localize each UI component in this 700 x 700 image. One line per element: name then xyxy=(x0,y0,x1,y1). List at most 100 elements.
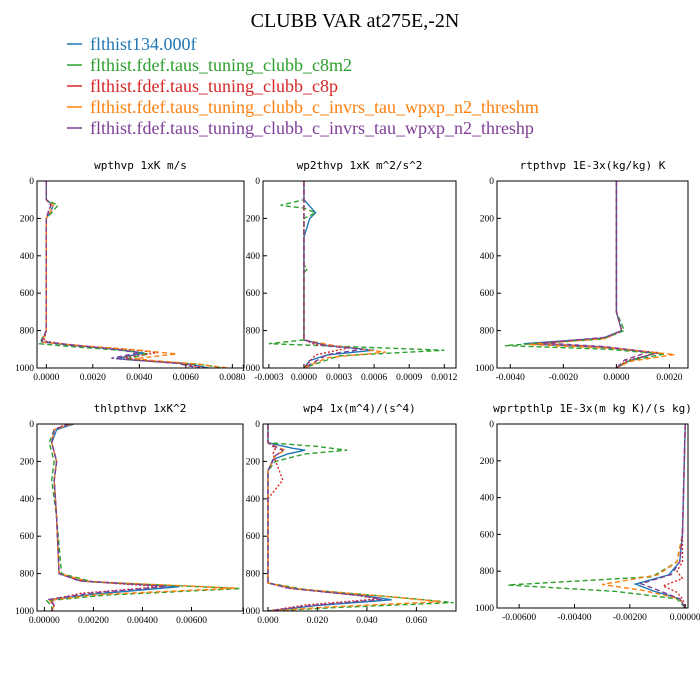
x-tick-label: 0.0000 xyxy=(603,373,629,383)
series-line xyxy=(303,181,351,368)
y-tick-label: 400 xyxy=(480,252,495,262)
x-tick-label: 0.060 xyxy=(406,616,428,626)
series-line xyxy=(267,424,454,611)
series-line xyxy=(542,181,649,368)
y-tick-label: 800 xyxy=(480,567,495,577)
y-tick-label: 400 xyxy=(20,495,35,505)
x-tick-label: 0.020 xyxy=(307,616,329,626)
series-line xyxy=(661,424,686,608)
series-line xyxy=(40,181,228,368)
y-tick-label: 600 xyxy=(246,289,261,299)
y-tick-label: 600 xyxy=(480,530,495,540)
x-tick-label: 0.00200 xyxy=(78,616,109,626)
series-line xyxy=(303,181,386,368)
x-tick-label: 0.0012 xyxy=(431,373,457,383)
y-tick-label: 600 xyxy=(246,532,261,542)
plot-frame xyxy=(36,180,245,369)
legend-label: flthist.fdef.taus_tuning_clubb_c8m2 xyxy=(90,55,352,75)
y-tick-label: 400 xyxy=(20,252,35,262)
series-line xyxy=(40,181,210,368)
series-line xyxy=(638,424,686,608)
x-tick-label: 0.00000 xyxy=(29,616,60,626)
y-tick-label: 800 xyxy=(20,327,35,337)
series-line xyxy=(504,181,665,368)
y-tick-label: 0 xyxy=(489,420,494,430)
legend: flthist134.000fflthist.fdef.taus_tuning_… xyxy=(67,34,539,138)
y-tick-label: 400 xyxy=(246,252,261,262)
series-line xyxy=(508,424,686,608)
series-line xyxy=(45,424,241,611)
plot-frame xyxy=(496,180,689,369)
panel-title: thlpthvp 1xK^2 xyxy=(94,402,187,415)
plot-frame xyxy=(262,180,457,369)
y-tick-label: 200 xyxy=(480,457,495,467)
panel-title: wp4 1x(m^4)/(s^4) xyxy=(303,402,416,415)
y-tick-label: 800 xyxy=(480,327,495,337)
x-tick-label: 0.00000 xyxy=(670,613,700,623)
legend-label: flthist.fdef.taus_tuning_clubb_c8p xyxy=(90,76,338,96)
series-line xyxy=(633,424,686,608)
legend-item: flthist.fdef.taus_tuning_clubb_c8p xyxy=(67,76,338,96)
series-line xyxy=(267,424,382,611)
series-line xyxy=(602,424,686,608)
y-tick-label: 1000 xyxy=(475,364,494,374)
panel-title: wpthvp 1xK m/s xyxy=(94,159,187,172)
y-tick-label: 1000 xyxy=(15,364,34,374)
y-tick-label: 1000 xyxy=(241,607,260,617)
x-tick-label: -0.00400 xyxy=(557,613,591,623)
series-line xyxy=(47,424,168,611)
y-tick-label: 200 xyxy=(20,457,35,467)
y-tick-label: 400 xyxy=(480,494,495,504)
y-tick-label: 0 xyxy=(29,177,34,187)
x-tick-label: 0.040 xyxy=(356,616,378,626)
chart-panel: rtpthvp 1E-3x(kg/kg) K02004006008001000-… xyxy=(475,159,689,383)
x-tick-label: -0.0003 xyxy=(254,373,284,383)
x-tick-label: 0.0000 xyxy=(291,373,317,383)
x-tick-label: -0.0020 xyxy=(549,373,579,383)
x-tick-label: -0.00200 xyxy=(613,613,647,623)
legend-label: flthist.fdef.taus_tuning_clubb_c_invrs_t… xyxy=(90,97,539,117)
plot-frame xyxy=(36,423,244,612)
y-tick-label: 0 xyxy=(29,420,34,430)
panel-title: wp2thvp 1xK m^2/s^2 xyxy=(297,159,423,172)
series-group xyxy=(508,424,686,608)
x-tick-label: 0.0060 xyxy=(173,373,199,383)
y-tick-label: 800 xyxy=(246,570,261,580)
series-line xyxy=(303,181,375,368)
panels: wpthvp 1xK m/s 0 200 400 600 800 1000 0.0000 0.0… xyxy=(15,159,700,626)
series-line xyxy=(267,424,442,611)
x-tick-label: 0.0080 xyxy=(219,373,245,383)
y-tick-label: 400 xyxy=(246,495,261,505)
series-group xyxy=(267,424,454,611)
series-group xyxy=(504,181,675,368)
plot-frame xyxy=(262,423,457,612)
legend-label: flthist.fdef.taus_tuning_clubb_c_invrs_t… xyxy=(90,118,534,138)
x-tick-label: 0.00600 xyxy=(176,616,207,626)
x-tick-label: -0.0040 xyxy=(496,373,526,383)
series-group xyxy=(38,181,228,368)
y-tick-label: 200 xyxy=(246,457,261,467)
x-tick-label: 0.0009 xyxy=(396,373,422,383)
y-tick-label: 200 xyxy=(20,214,35,224)
series-line xyxy=(38,181,224,368)
y-tick-label: 200 xyxy=(480,214,495,224)
legend-label: flthist134.000f xyxy=(90,34,197,54)
legend-item: flthist.fdef.taus_tuning_clubb_c_invrs_t… xyxy=(67,97,539,117)
y-tick-label: 600 xyxy=(480,289,495,299)
panel-title: rtpthvp 1E-3x(kg/kg) K xyxy=(520,159,666,172)
series-group xyxy=(268,181,445,368)
series-line xyxy=(43,181,205,368)
series-line xyxy=(528,181,675,368)
series-line xyxy=(47,424,236,611)
y-tick-label: 0 xyxy=(255,420,260,430)
plot-frame xyxy=(496,423,689,609)
y-tick-label: 600 xyxy=(20,532,35,542)
y-tick-label: 600 xyxy=(20,289,35,299)
x-tick-label: 0.0040 xyxy=(126,373,152,383)
figure-title: CLUBB VAR at275E,-2N xyxy=(251,10,460,32)
y-tick-label: 1000 xyxy=(475,604,494,614)
